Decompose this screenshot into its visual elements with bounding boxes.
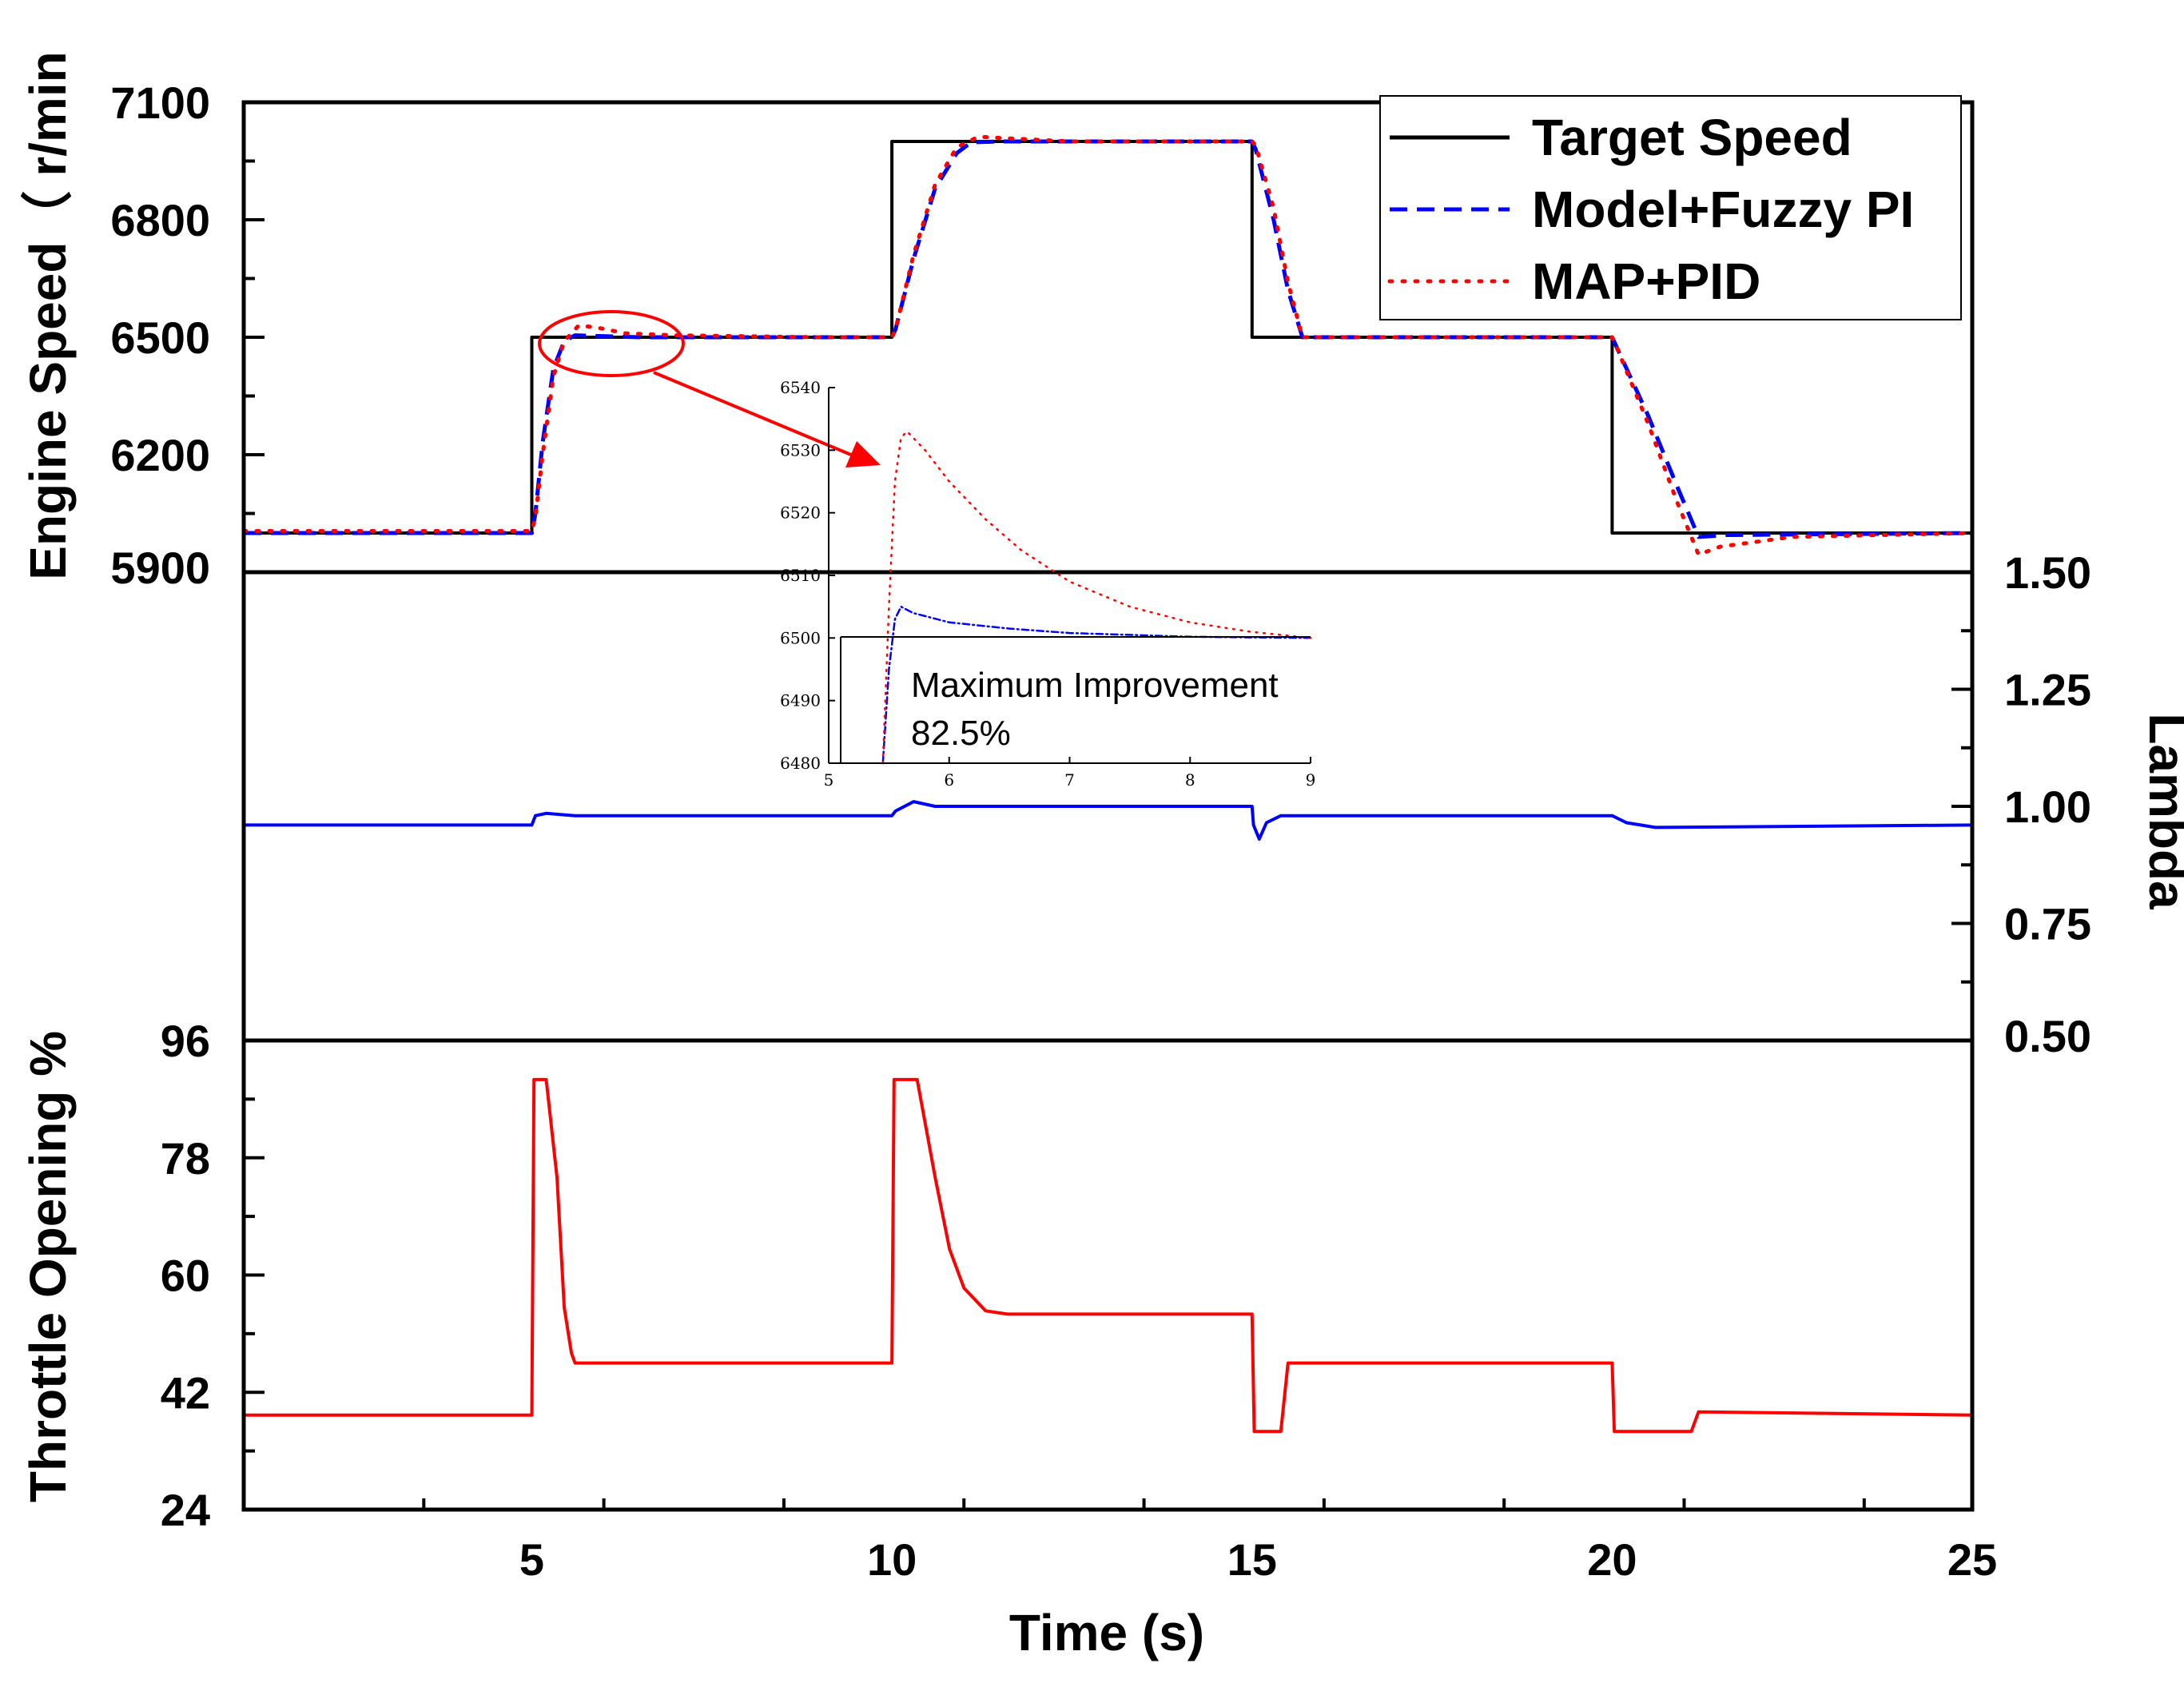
inset-y-tick-label: 6480 xyxy=(780,754,821,773)
inset-y-tick-label: 6530 xyxy=(780,440,821,460)
axis-titles-layer: Engine Speed（ r/min Lambda Throttle Openin… xyxy=(19,51,2184,1661)
inset-x-tick-label: 5 xyxy=(824,770,834,790)
legend-label-2: MAP+PID xyxy=(1532,253,1760,310)
series-line-speed-2 xyxy=(241,134,1975,557)
x-tick-label: 10 xyxy=(867,1534,917,1585)
throttle-tick-label: 24 xyxy=(161,1485,210,1535)
speed-tick-label: 6200 xyxy=(110,430,210,480)
inset-series-line-0 xyxy=(881,605,1312,765)
inset-x-tick-label: 6 xyxy=(944,770,954,790)
lambda-tick-label: 0.50 xyxy=(2004,1011,2091,1061)
speed-tick-label: 5900 xyxy=(110,543,210,593)
inset-x-tick-label: 7 xyxy=(1064,770,1075,790)
lambda-tick-label: 1.50 xyxy=(2004,547,2091,598)
throttle-tick-label: 78 xyxy=(161,1133,210,1184)
inset-y-tick-label: 6510 xyxy=(780,566,821,585)
inset-note-title: Maximum Improvement xyxy=(911,666,1279,705)
throttle-axis-title: Throttle Opening % xyxy=(19,1031,77,1502)
x-tick-label: 5 xyxy=(519,1534,544,1585)
zoom-arrow-line xyxy=(653,371,857,459)
inset-y-tick-label: 6540 xyxy=(780,378,821,397)
legend-layer: Target Speed Model+Fuzzy PI MAP+PID xyxy=(1379,95,1962,320)
inset-series-line-1 xyxy=(881,429,1312,765)
throttle-tick-label: 96 xyxy=(161,1016,210,1066)
zoom-arrow-head xyxy=(845,441,881,468)
x-tick-label: 15 xyxy=(1227,1534,1277,1585)
speed-tick-label: 7100 xyxy=(110,78,210,128)
inset-note-value: 82.5% xyxy=(911,714,1011,753)
legend-label-0: Target Speed xyxy=(1532,109,1852,166)
x-tick-label: 25 xyxy=(1947,1534,1997,1585)
lambda-tick-label: 0.75 xyxy=(2004,899,2091,949)
x-axis-title: Time (s) xyxy=(1009,1604,1204,1661)
series-layer xyxy=(241,134,1975,1434)
series-line-lambda-0 xyxy=(244,800,1973,841)
lambda-axis-title: Lambda xyxy=(2138,713,2184,909)
inset-x-tick-label: 8 xyxy=(1185,770,1195,790)
x-tick-label: 20 xyxy=(1587,1534,1637,1585)
inset-x-tick-label: 9 xyxy=(1306,770,1316,790)
inset-y-tick-label: 6520 xyxy=(780,503,821,523)
inset-y-tick-label: 6500 xyxy=(780,628,821,647)
legend-label-1: Model+Fuzzy PI xyxy=(1532,181,1914,238)
speed-tick-label: 6500 xyxy=(110,312,210,363)
axes-layer: 5900 6200 6500 6800 7100 0.50 0.75 1.00 1.25 1.50… xyxy=(110,78,2091,1585)
inset-y-tick-label: 6490 xyxy=(780,691,821,710)
series-line-throttle-0 xyxy=(244,1077,1973,1434)
speed-tick-label: 6800 xyxy=(110,195,210,245)
throttle-tick-label: 42 xyxy=(161,1367,210,1418)
inset-layer: 6480 6490 6500 6510 6520 6530 6540 5 6 7 8 9 Maximum… xyxy=(538,310,1316,790)
zoom-highlight-ellipse xyxy=(538,310,685,377)
lambda-tick-label: 1.00 xyxy=(2004,782,2091,832)
lambda-tick-label: 1.25 xyxy=(2004,665,2091,715)
speed-axis-title: Engine Speed（ r/min xyxy=(19,51,77,579)
throttle-tick-label: 60 xyxy=(161,1251,210,1301)
